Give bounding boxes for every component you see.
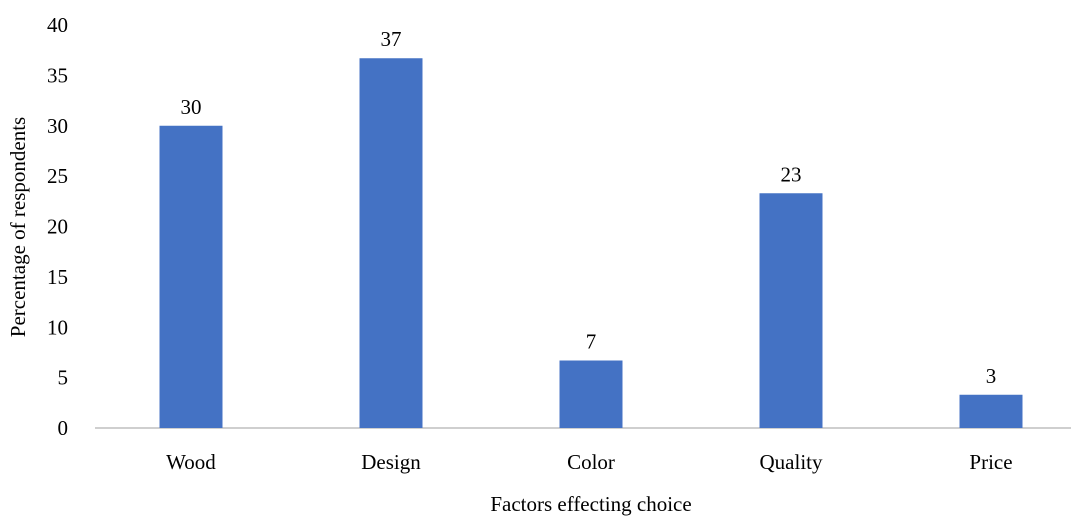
y-tick-label: 30 bbox=[47, 114, 68, 138]
data-label-price: 3 bbox=[986, 364, 997, 388]
y-tick-label: 25 bbox=[47, 164, 68, 188]
y-tick-label: 0 bbox=[58, 416, 69, 440]
y-tick-label: 35 bbox=[47, 63, 68, 87]
y-tick-label: 10 bbox=[47, 315, 68, 339]
y-axis-title: Percentage of respondents bbox=[6, 117, 30, 337]
y-tick-label: 20 bbox=[47, 215, 68, 239]
x-tick-label-color: Color bbox=[567, 450, 615, 474]
bar-color bbox=[559, 360, 623, 428]
bar-design bbox=[359, 58, 423, 429]
x-axis-ticks: Wood Design Color Quality Price bbox=[166, 450, 1012, 474]
x-tick-label-quality: Quality bbox=[760, 450, 823, 474]
bar-price bbox=[959, 394, 1023, 428]
data-label-quality: 23 bbox=[781, 162, 802, 186]
bars bbox=[159, 58, 1023, 429]
data-label-design: 37 bbox=[381, 27, 402, 51]
data-labels: 30 37 7 23 3 bbox=[181, 27, 997, 388]
y-tick-label: 15 bbox=[47, 265, 68, 289]
x-axis-title: Factors effecting choice bbox=[490, 492, 691, 516]
x-tick-label-design: Design bbox=[361, 450, 421, 474]
y-tick-label: 40 bbox=[47, 13, 68, 37]
x-tick-label-wood: Wood bbox=[166, 450, 216, 474]
y-tick-label: 5 bbox=[58, 366, 69, 390]
x-tick-label-price: Price bbox=[969, 450, 1012, 474]
bar-quality bbox=[759, 193, 823, 428]
data-label-color: 7 bbox=[586, 329, 597, 353]
bar-wood bbox=[159, 125, 223, 428]
y-axis-ticks: 0 5 10 15 20 25 30 35 40 bbox=[47, 13, 68, 440]
data-label-wood: 30 bbox=[181, 95, 202, 119]
